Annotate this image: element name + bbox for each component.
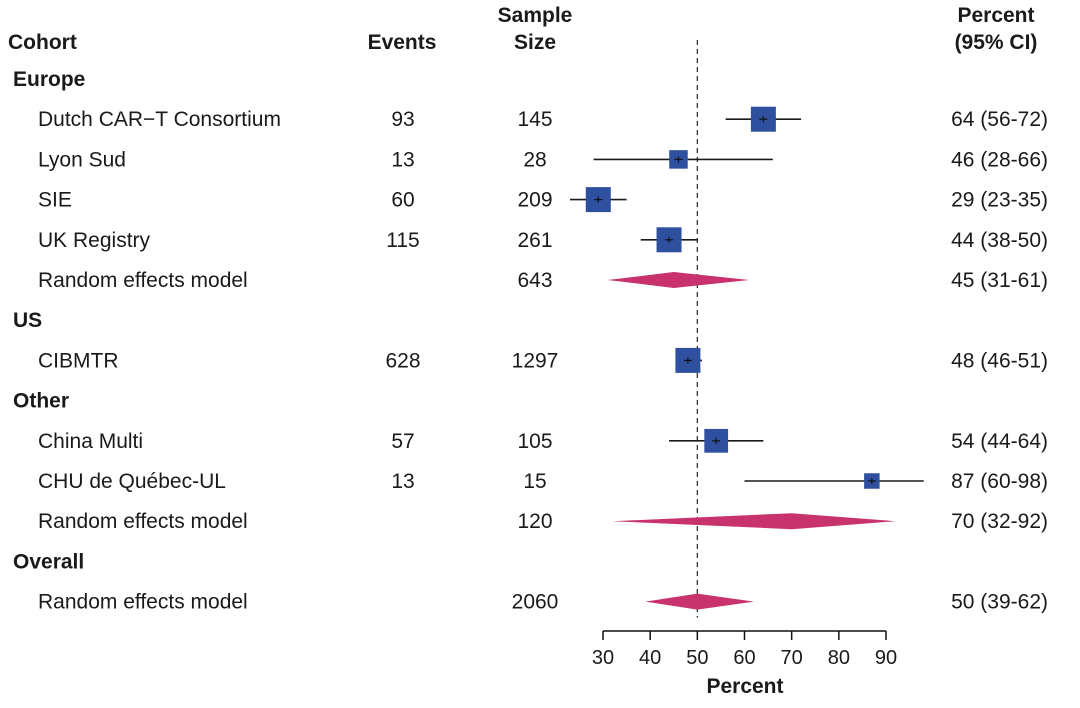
events-value: 628 <box>385 349 420 372</box>
sample-size-value: 1297 <box>512 349 559 372</box>
header-sample-size-line1: Sample <box>498 4 573 27</box>
sample-size-value: 105 <box>517 430 552 453</box>
study-label: UK Registry <box>38 229 151 252</box>
percent-ci-value: 64 (56-72) <box>951 108 1048 131</box>
x-tick-label: 90 <box>875 647 897 669</box>
summary-diamond <box>612 513 896 530</box>
group-label: Other <box>13 390 69 413</box>
percent-ci-value: 29 (23-35) <box>951 189 1048 212</box>
x-tick-label: 40 <box>639 647 661 669</box>
sample-size-value: 2060 <box>512 591 559 614</box>
x-axis-label: Percent <box>706 675 783 698</box>
summary-label: Random effects model <box>38 269 248 292</box>
header-sample-size-line2: Size <box>514 31 556 54</box>
events-value: 93 <box>391 108 414 131</box>
summary-label: Random effects model <box>38 591 248 614</box>
percent-ci-value: 44 (38-50) <box>951 229 1048 252</box>
column-headers: Cohort Events Sample Size Percent (95% C… <box>8 4 1037 54</box>
events-value: 13 <box>391 470 414 493</box>
sample-size-value: 643 <box>517 269 552 292</box>
forest-rows: Europe Dutch CAR−T Consortium 93 145 64 (56-… <box>13 40 1048 618</box>
x-tick-label: 70 <box>781 647 803 669</box>
percent-ci-value: 45 (31-61) <box>951 269 1048 292</box>
sample-size-value: 209 <box>517 189 552 212</box>
sample-size-value: 261 <box>517 229 552 252</box>
percent-ci-value: 70 (32-92) <box>951 510 1048 533</box>
study-label: Lyon Sud <box>38 148 126 171</box>
group-label: Overall <box>13 550 84 573</box>
header-events: Events <box>368 31 437 54</box>
events-value: 13 <box>391 148 414 171</box>
group-label: US <box>13 309 42 332</box>
x-axis: 30 40 50 60 70 80 90 <box>592 630 897 669</box>
study-label: CIBMTR <box>38 349 119 372</box>
group-label: Europe <box>13 68 85 91</box>
summary-diamond <box>645 593 754 610</box>
summary-diamond <box>607 272 750 288</box>
study-label: Dutch CAR−T Consortium <box>38 108 281 131</box>
sample-size-value: 145 <box>517 108 552 131</box>
sample-size-value: 15 <box>523 470 546 493</box>
summary-label: Random effects model <box>38 510 248 533</box>
percent-ci-value: 46 (28-66) <box>951 148 1048 171</box>
header-percent-line1: Percent <box>957 4 1034 27</box>
percent-ci-value: 48 (46-51) <box>951 349 1048 372</box>
study-label: SIE <box>38 189 72 212</box>
sample-size-value: 120 <box>517 510 552 533</box>
sample-size-value: 28 <box>523 148 546 171</box>
events-value: 60 <box>391 189 414 212</box>
events-value: 115 <box>386 229 419 252</box>
x-tick-label: 60 <box>733 647 755 669</box>
x-tick-label: 80 <box>828 647 850 669</box>
percent-ci-value: 50 (39-62) <box>951 591 1048 614</box>
header-cohort: Cohort <box>8 31 77 54</box>
x-tick-label: 50 <box>686 647 708 669</box>
percent-ci-value: 54 (44-64) <box>951 430 1048 453</box>
percent-ci-value: 87 (60-98) <box>951 470 1048 493</box>
study-label: CHU de Québec-UL <box>38 470 226 493</box>
events-value: 57 <box>391 430 414 453</box>
study-label: China Multi <box>38 430 143 453</box>
x-tick-label: 30 <box>592 647 614 669</box>
header-percent-line2: (95% CI) <box>955 31 1038 54</box>
